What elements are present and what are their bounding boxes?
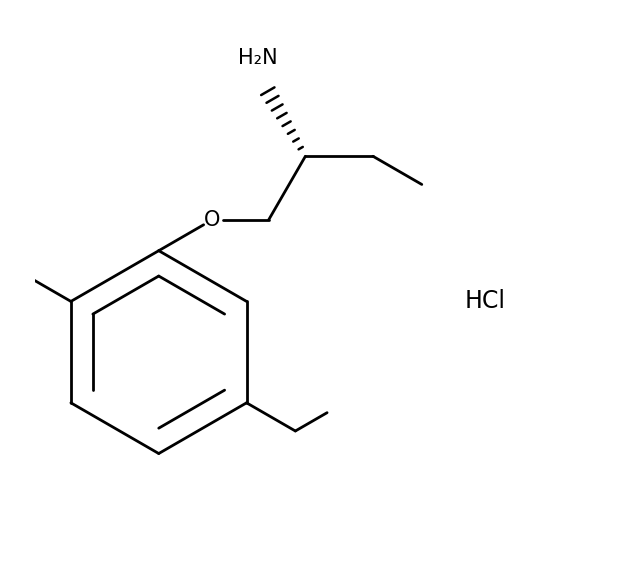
Text: HCl: HCl <box>465 290 506 314</box>
Text: O: O <box>204 210 220 230</box>
Text: H₂N: H₂N <box>237 48 277 68</box>
